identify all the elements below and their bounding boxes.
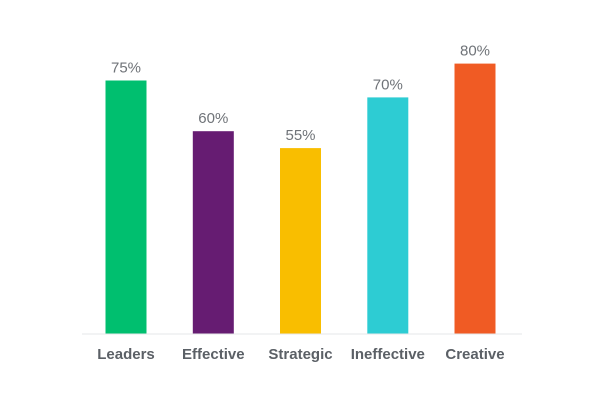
labels-layer: 75% Leaders 60% Effective 55% Strategic 70% Ine… <box>97 43 504 363</box>
value-label-ineffective: 70% <box>373 76 403 93</box>
category-label-ineffective: Ineffective <box>351 346 425 363</box>
bar-effective <box>192 131 234 334</box>
bars-layer <box>105 63 496 335</box>
bar-strategic <box>280 148 321 334</box>
bar-creative <box>454 63 496 334</box>
value-label-effective: 60% <box>198 110 228 127</box>
value-label-strategic: 55% <box>285 127 315 144</box>
value-label-creative: 80% <box>460 43 490 60</box>
category-label-effective: Effective <box>182 346 245 363</box>
category-label-strategic: Strategic <box>268 346 332 363</box>
value-label-leaders: 75% <box>111 60 141 77</box>
bar-leaders <box>105 80 147 334</box>
category-label-leaders: Leaders <box>97 346 155 363</box>
category-label-creative: Creative <box>445 346 504 363</box>
bar-ineffective <box>367 97 409 335</box>
